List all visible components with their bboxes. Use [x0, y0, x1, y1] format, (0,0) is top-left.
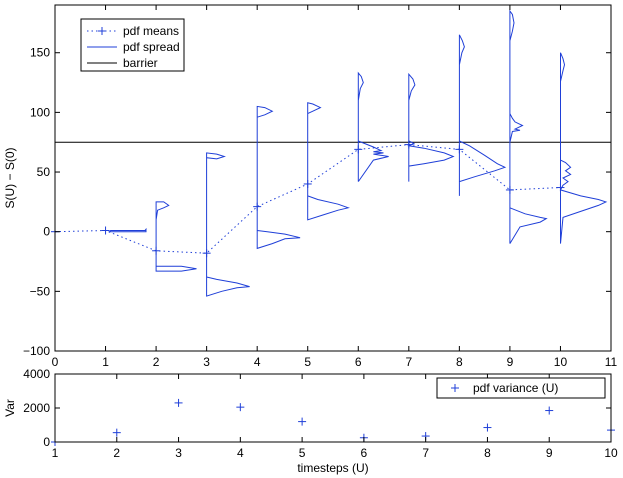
pdf-spread-curve-8 [458, 34, 507, 196]
pdf-mean-point-4 [253, 202, 262, 211]
pdf-mean-point-1 [101, 226, 110, 235]
legend-pdf-means-label: pdf means [123, 24, 179, 38]
pdf-spread-curve-5 [307, 102, 350, 221]
pdf-mean-point-10 [556, 183, 565, 192]
pdf-spread-layer [108, 9, 608, 297]
bottom-y-axis-label: Var [3, 399, 17, 417]
pdf-variance-point-2 [112, 428, 121, 437]
top-legend-box [80, 18, 185, 72]
bottom-x-tick-label-5: 5 [299, 446, 306, 460]
bottom-x-tick-label-7: 7 [422, 446, 429, 460]
bottom-y-tick-label-0: 0 [43, 435, 50, 449]
pdf-spread-curve-2 [155, 201, 197, 272]
pdf-variance-point-4 [236, 403, 245, 412]
pdf-mean-point-6 [354, 145, 363, 154]
bottom-x-tick-label-1: 1 [52, 446, 59, 460]
bottom-x-tick-label-2: 2 [113, 446, 120, 460]
top-x-tick-label-7: 7 [405, 355, 412, 369]
legend-pdf-variance-label: pdf variance (U) [473, 381, 558, 395]
top-y-tick-label-4: 100 [30, 105, 50, 119]
top-x-ticks: 0 1 2 3 4 5 6 7 8 9 10 11 [52, 5, 618, 369]
bottom-x-tick-label-4: 4 [237, 446, 244, 460]
pdf-spread-curve-6 [357, 71, 389, 182]
pdf-spread-curve-3 [206, 152, 250, 297]
bottom-y-tick-label-4000: 4000 [23, 367, 50, 381]
bottom-x-axis-label: timesteps (U) [297, 461, 368, 475]
top-y-tick-label-5: 150 [30, 46, 50, 60]
pdf-variance-points [51, 398, 615, 446]
pdf-mean-point-5 [303, 179, 312, 188]
bottom-legend-box [436, 377, 606, 399]
legend-pdf-variance-symbol [451, 384, 459, 392]
bottom-y-tick-label-2000: 2000 [23, 401, 50, 415]
top-x-tick-label-9: 9 [507, 355, 514, 369]
bottom-x-tick-label-8: 8 [484, 446, 491, 460]
pdf-spread-curve-10 [559, 52, 608, 244]
bottom-x-tick-label-6: 6 [361, 446, 368, 460]
top-y-tick-label-2: 0 [43, 225, 50, 239]
pdf-spread-curve-4 [256, 105, 301, 250]
bottom-legend: pdf variance (U) [436, 377, 606, 399]
top-x-tick-label-11: 11 [605, 355, 618, 369]
bottom-x-tick-label-3: 3 [175, 446, 182, 460]
pdf-mean-point-7 [404, 140, 413, 149]
top-x-tick-label-2: 2 [153, 355, 160, 369]
top-y-tick-label-1: −50 [30, 284, 51, 298]
pdf-mean-point-8 [455, 145, 464, 154]
top-axes-frame [54, 4, 612, 352]
bottom-x-tick-label-10: 10 [604, 446, 618, 460]
legend-pdf-variance-marker [451, 384, 459, 392]
pdf-spread-curve-1 [108, 227, 147, 233]
legend-pdf-means-marker [98, 27, 106, 35]
pdf-mean-point-2 [152, 246, 161, 255]
top-x-tick-label-6: 6 [355, 355, 362, 369]
pdf-variance-point-8 [483, 423, 492, 432]
top-y-tick-label-0: −100 [23, 344, 50, 358]
bottom-x-tick-label-9: 9 [546, 446, 553, 460]
pdf-mean-point-9 [505, 185, 514, 194]
top-chart: 0 1 2 3 4 5 6 7 8 9 10 11 −100 −50 0 50 100 150 S(U) − S… [3, 4, 618, 369]
pdf-spread-curve-9 [509, 9, 548, 244]
legend-pdf-means-symbol [87, 27, 117, 35]
pdf-mean-point-3 [202, 249, 211, 258]
legend-pdf-spread-label: pdf spread [123, 40, 180, 54]
top-x-tick-label-3: 3 [203, 355, 210, 369]
bottom-x-ticks: 1 2 3 4 5 6 7 8 9 10 [52, 374, 618, 460]
top-y-tick-label-3: 50 [37, 165, 51, 179]
top-y-axis-label: S(U) − S(0) [3, 147, 17, 208]
pdf-spread-curve-7 [407, 72, 455, 182]
bottom-y-ticks: 0 2000 4000 [23, 367, 611, 449]
top-legend: pdf means pdf spread barrier [80, 18, 185, 72]
top-x-tick-label-0: 0 [52, 355, 59, 369]
top-x-tick-label-4: 4 [254, 355, 261, 369]
top-x-tick-label-5: 5 [304, 355, 311, 369]
top-x-tick-label-1: 1 [102, 355, 109, 369]
top-x-tick-label-8: 8 [456, 355, 463, 369]
legend-barrier-label: barrier [123, 56, 158, 70]
top-x-tick-label-10: 10 [554, 355, 568, 369]
pdf-variance-point-9 [545, 406, 554, 415]
top-y-ticks: −100 −50 0 50 100 150 [23, 46, 611, 358]
pdf-variance-point-3 [174, 398, 183, 407]
pdf-variance-point-5 [298, 417, 307, 426]
